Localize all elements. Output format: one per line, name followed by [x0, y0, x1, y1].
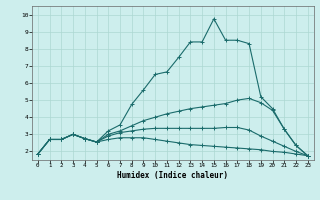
X-axis label: Humidex (Indice chaleur): Humidex (Indice chaleur)	[117, 171, 228, 180]
